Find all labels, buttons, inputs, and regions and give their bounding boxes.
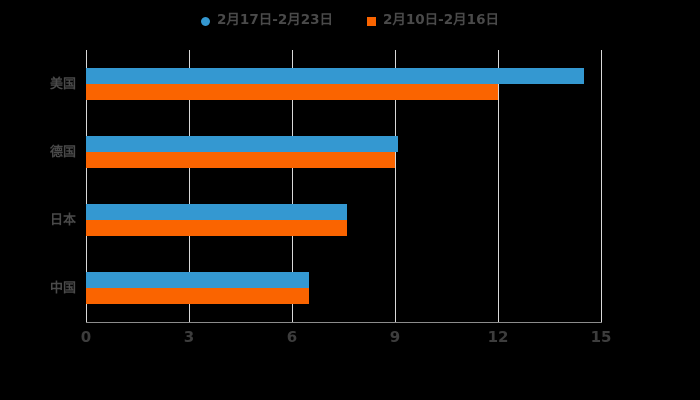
gridline-12 <box>498 50 499 322</box>
bar-中国-series-0[interactable] <box>86 272 310 288</box>
legend-item-series-1[interactable]: 2月10日-2月16日 <box>367 14 499 28</box>
gridline-3 <box>189 50 190 322</box>
legend-square-marker-icon <box>367 16 376 26</box>
gridline-9 <box>395 50 396 322</box>
x-axis-line <box>86 322 602 323</box>
bar-德国-series-0[interactable] <box>86 136 399 152</box>
x-tick-label-0: 0 <box>80 328 92 346</box>
legend-circle-marker-icon <box>201 16 211 26</box>
bar-美国-series-1[interactable] <box>86 84 498 100</box>
x-tick-label-3: 3 <box>183 328 195 346</box>
chart-legend: 2月17日-2月23日 2月10日-2月16日 <box>0 8 700 34</box>
x-tick-label-15: 15 <box>590 328 612 346</box>
category-label-德国: 德国 <box>49 145 76 160</box>
category-label-中国: 中国 <box>49 281 76 296</box>
category-label-美国: 美国 <box>49 77 76 92</box>
legend-label-series-0: 2月17日-2月23日 <box>217 12 333 29</box>
gridline-15 <box>601 50 602 322</box>
gridline-0 <box>86 50 87 322</box>
x-tick-label-9: 9 <box>389 328 401 346</box>
legend-item-series-0[interactable]: 2月17日-2月23日 <box>201 14 333 28</box>
bar-德国-series-1[interactable] <box>86 152 395 168</box>
bar-中国-series-1[interactable] <box>86 288 310 304</box>
plot-area <box>86 50 602 322</box>
x-tick-label-12: 12 <box>487 328 509 346</box>
x-tick-label-6: 6 <box>286 328 298 346</box>
legend-label-series-1: 2月10日-2月16日 <box>383 12 499 29</box>
bar-美国-series-0[interactable] <box>86 68 584 84</box>
bar-日本-series-0[interactable] <box>86 204 347 220</box>
bar-日本-series-1[interactable] <box>86 220 347 236</box>
gridline-6 <box>292 50 293 322</box>
category-label-日本: 日本 <box>49 213 76 228</box>
